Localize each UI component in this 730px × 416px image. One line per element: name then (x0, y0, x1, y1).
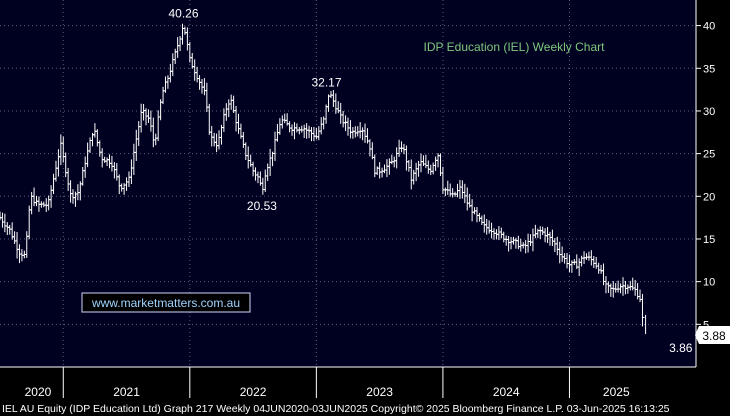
annotation-label: 20.53 (247, 199, 277, 213)
grid-lines (0, 0, 696, 367)
y-tick-label: 25 (703, 149, 715, 161)
x-tick-label: 2024 (493, 385, 520, 399)
last-price-tag: 3.88 (702, 329, 726, 343)
y-tick-label: 5 (703, 319, 709, 331)
y-tick-label: 20 (703, 191, 715, 203)
x-tick-label: 2022 (240, 385, 267, 399)
last-price-tag-bg (695, 326, 730, 344)
y-tick-label: 15 (703, 234, 715, 246)
ohlc-bar (640, 293, 645, 327)
x-tick-label: 2020 (25, 385, 52, 399)
y-tick-label: 40 (703, 21, 715, 33)
watermark-text: www.marketmatters.com.au (91, 296, 240, 310)
x-tick-label: 2021 (113, 385, 140, 399)
y-tick-label: 35 (703, 63, 715, 75)
y-tick-label: 30 (703, 106, 715, 118)
annotation-label: 40.26 (168, 6, 198, 20)
annotation-label: 3.86 (669, 341, 693, 355)
price-annotations: 40.26 32.17 20.53 3.86 (168, 6, 692, 355)
x-tick-label: 2023 (366, 385, 393, 399)
chart-title: IDP Education (IEL) Weekly Chart (424, 40, 606, 54)
price-bars (0, 23, 647, 335)
y-tick-label: 10 (703, 277, 715, 289)
x-tick-label: 2025 (603, 385, 630, 399)
footer-text: IEL AU Equity (IDP Education Ltd) Graph … (2, 403, 670, 415)
annotation-label: 32.17 (311, 75, 341, 89)
watermark-box (81, 292, 251, 313)
